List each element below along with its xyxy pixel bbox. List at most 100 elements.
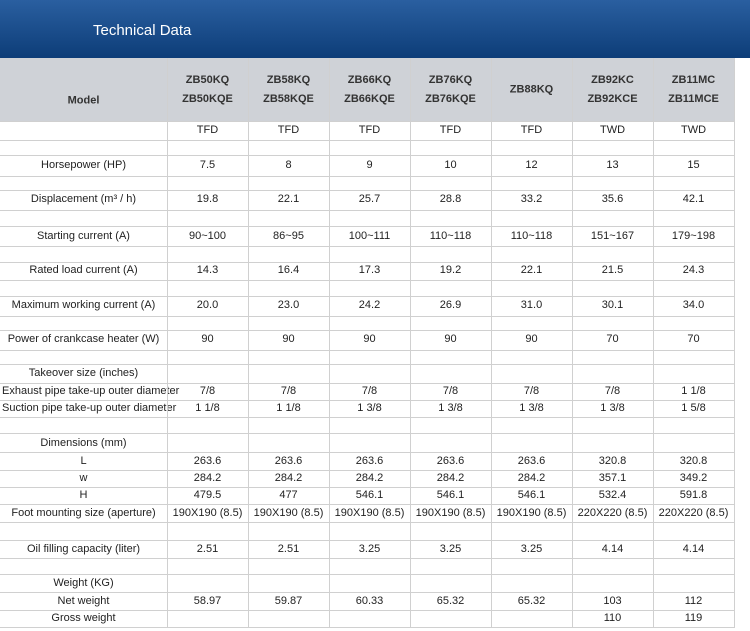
cell: 320.8: [598, 455, 627, 467]
cell: TFD: [520, 124, 543, 136]
row-line: [0, 121, 735, 122]
cell: 220X220 (8.5): [658, 507, 729, 519]
cell: 349.2: [679, 472, 708, 484]
cell: 220X220 (8.5): [577, 507, 648, 519]
row-line: [0, 262, 735, 263]
cell: 12: [525, 159, 538, 171]
cell: 8: [285, 159, 292, 171]
cell: 1 1/8: [195, 402, 220, 414]
cell: 190X190 (8.5): [253, 507, 324, 519]
row-label: Maximum working current (A): [11, 299, 156, 311]
cell: 7/8: [199, 385, 216, 397]
row-line: [0, 330, 735, 331]
cell: 284.2: [274, 472, 303, 484]
cell: 58.97: [193, 595, 222, 607]
cell: 1 5/8: [681, 402, 706, 414]
cell: 357.1: [598, 472, 627, 484]
cell: 31.0: [520, 299, 543, 311]
model-line: ZB50KQE: [182, 93, 233, 105]
row-line: [0, 417, 735, 418]
row-line: [0, 350, 735, 351]
row-line: [0, 540, 735, 541]
cell: 3.25: [439, 543, 462, 555]
row-line: [0, 226, 735, 227]
cell: 16.4: [277, 264, 300, 276]
table-header: [0, 58, 735, 121]
col-line: [491, 58, 492, 627]
cell: 19.2: [439, 264, 462, 276]
model-name: ZB76KQ ZB76KQE: [425, 71, 476, 109]
model-line: ZB76KQ: [428, 74, 473, 86]
col-line: [410, 58, 411, 627]
cell: 15: [687, 159, 700, 171]
cell: 103: [603, 595, 622, 607]
row-label: Horsepower (HP): [41, 159, 126, 171]
row-line: [0, 155, 735, 156]
model-line: ZB66KQE: [344, 93, 395, 105]
cell: 90~100: [188, 230, 227, 242]
col-line: [248, 58, 249, 627]
cell: 110~118: [510, 230, 553, 242]
model-line: ZB58KQE: [263, 93, 314, 105]
row-label: Weight (KG): [53, 577, 114, 589]
cell: 33.2: [520, 193, 543, 205]
cell: 1 1/8: [681, 385, 706, 397]
cell: 21.5: [601, 264, 624, 276]
cell: 22.1: [520, 264, 543, 276]
cell: 112: [684, 595, 703, 607]
row-line: [0, 246, 735, 247]
cell: 20.0: [196, 299, 219, 311]
cell: 3.25: [520, 543, 543, 555]
row-label: Gross weight: [51, 612, 116, 624]
cell: 151~167: [590, 230, 635, 242]
cell: 34.0: [682, 299, 705, 311]
cell: 90: [282, 333, 295, 345]
row-line: [0, 140, 735, 141]
cell: 28.8: [439, 193, 462, 205]
cell: 4.14: [601, 543, 624, 555]
cell: 284.2: [517, 472, 546, 484]
header-title: Technical Data: [93, 22, 192, 39]
cell: 23.0: [277, 299, 300, 311]
cell: 90: [525, 333, 538, 345]
cell: 263.6: [436, 455, 465, 467]
row-label: Starting current (A): [37, 230, 130, 242]
row-line: [0, 210, 735, 211]
cell: 70: [687, 333, 700, 345]
cell: 1 3/8: [357, 402, 382, 414]
cell: 13: [606, 159, 619, 171]
row-line: [0, 296, 735, 297]
col-line: [329, 58, 330, 627]
cell: 65.32: [517, 595, 546, 607]
cell: 263.6: [517, 455, 546, 467]
model-name: ZB11MC ZB11MCE: [668, 71, 719, 109]
cell: 19.8: [196, 193, 219, 205]
cell: 14.3: [196, 264, 219, 276]
row-label: Suction pipe take-up outer diameter: [2, 402, 177, 414]
col-line: [572, 58, 573, 627]
model-line: ZB66KQ: [347, 74, 392, 86]
cell: 100~111: [348, 230, 391, 242]
cell: 7/8: [280, 385, 297, 397]
row-line: [0, 470, 735, 471]
row-line: [0, 627, 735, 628]
row-line: [0, 558, 735, 559]
cell: 7.5: [199, 159, 216, 171]
cell: 24.3: [682, 264, 705, 276]
cell: 25.7: [358, 193, 381, 205]
model-name: ZB88KQ: [510, 81, 553, 100]
row-label: H: [79, 489, 88, 501]
cell: 7/8: [523, 385, 540, 397]
cell: 60.33: [355, 595, 384, 607]
cell: 179~198: [671, 230, 716, 242]
cell: 532.4: [598, 489, 627, 501]
cell: 24.2: [358, 299, 381, 311]
cell: 86~95: [273, 230, 304, 242]
row-line: [0, 452, 735, 453]
row-line: [0, 610, 735, 611]
cell: 65.32: [436, 595, 465, 607]
model-line: ZB76KQE: [425, 93, 476, 105]
row-label: Rated load current (A): [29, 264, 138, 276]
row-label: Dimensions (mm): [40, 437, 127, 449]
